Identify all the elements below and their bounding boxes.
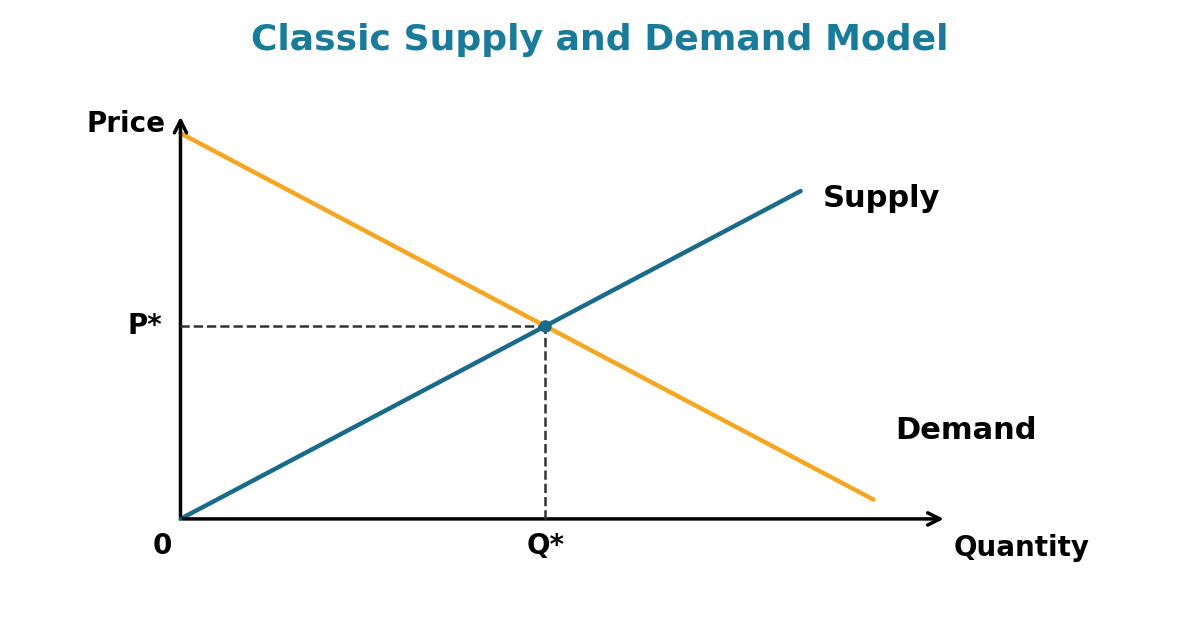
Text: Q*: Q* (527, 533, 564, 560)
Text: 0: 0 (152, 533, 172, 560)
Title: Classic Supply and Demand Model: Classic Supply and Demand Model (251, 23, 949, 57)
Text: Demand: Demand (895, 416, 1037, 445)
Text: Supply: Supply (822, 184, 940, 214)
Text: P*: P* (127, 312, 162, 340)
Text: Quantity: Quantity (954, 534, 1090, 562)
Text: Price: Price (86, 110, 166, 138)
